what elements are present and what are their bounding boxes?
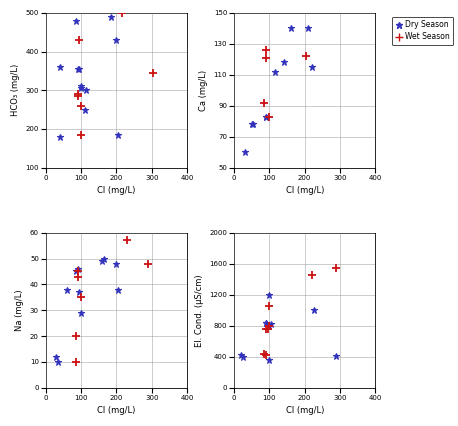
- Y-axis label: El. Cond. (μS/cm): El. Cond. (μS/cm): [195, 274, 203, 346]
- X-axis label: Cl (mg/L): Cl (mg/L): [285, 406, 324, 415]
- Y-axis label: HCO₃ (mg/L): HCO₃ (mg/L): [11, 64, 20, 116]
- Y-axis label: Ca (mg/L): Ca (mg/L): [199, 70, 208, 111]
- Legend: Dry Season, Wet Season: Dry Season, Wet Season: [392, 17, 453, 45]
- X-axis label: Cl (mg/L): Cl (mg/L): [97, 186, 136, 195]
- X-axis label: Cl (mg/L): Cl (mg/L): [285, 186, 324, 195]
- X-axis label: Cl (mg/L): Cl (mg/L): [97, 406, 136, 415]
- Y-axis label: Na (mg/L): Na (mg/L): [15, 289, 24, 331]
